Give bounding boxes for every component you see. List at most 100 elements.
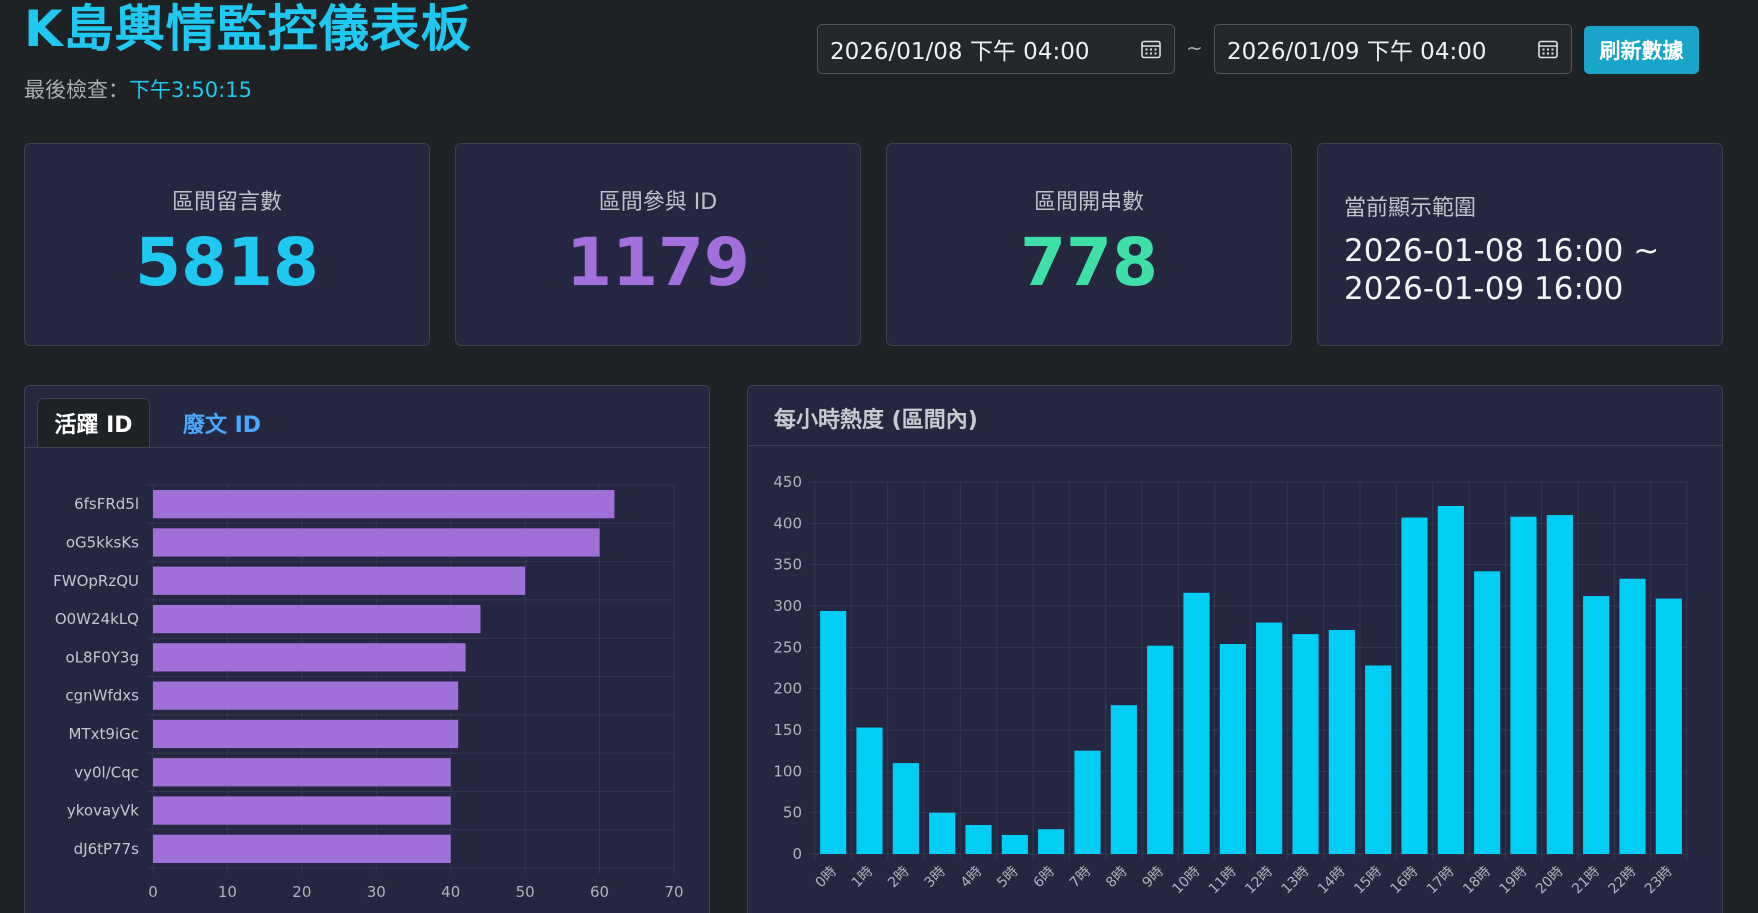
x-tick-label: 50 bbox=[516, 883, 535, 901]
id-label: vy0l/Cqc bbox=[74, 763, 139, 781]
hour-bar[interactable] bbox=[892, 763, 919, 854]
hour-bar[interactable] bbox=[1619, 578, 1646, 854]
display-range-card: 當前顯示範圍 2026-01-08 16:00 ~ 2026-01-09 16:… bbox=[1317, 143, 1723, 346]
id-bar[interactable] bbox=[153, 758, 451, 787]
hourly-heat-header: 每小時熱度 (區間內) bbox=[748, 386, 1722, 446]
id-bar[interactable] bbox=[153, 834, 451, 863]
x-tick-label: 0 bbox=[148, 883, 158, 901]
hour-label: 22時 bbox=[1606, 864, 1640, 898]
hour-label: 15時 bbox=[1351, 864, 1385, 898]
id-bar[interactable] bbox=[153, 604, 481, 634]
hour-label: 11時 bbox=[1206, 864, 1240, 898]
hour-bar[interactable] bbox=[1583, 596, 1610, 854]
hour-bar[interactable] bbox=[1328, 629, 1355, 854]
hour-bar[interactable] bbox=[1655, 598, 1682, 854]
hour-label: 7時 bbox=[1067, 864, 1095, 892]
id-bar[interactable] bbox=[153, 566, 526, 595]
hourly-heat-bar-chart: 0 50 100 150 200 250 300 350 400 450 0時 1時 2時 3時 4時 5時 6… bbox=[773, 473, 1688, 898]
hour-label: 2時 bbox=[885, 864, 913, 892]
hour-label: 9時 bbox=[1139, 864, 1167, 892]
start-datetime-input[interactable]: 2026/01/08 下午 04:00 bbox=[817, 24, 1175, 74]
hour-label: 8時 bbox=[1103, 864, 1131, 892]
page-title: K島輿情監控儀表板 bbox=[24, 0, 472, 58]
refresh-data-button[interactable]: 刷新數據 bbox=[1584, 26, 1699, 74]
hour-label: 18時 bbox=[1460, 864, 1494, 898]
x-tick-label: 70 bbox=[664, 883, 683, 901]
id-bar[interactable] bbox=[153, 528, 600, 557]
hour-label: 21時 bbox=[1569, 864, 1603, 898]
hour-bar[interactable] bbox=[1510, 516, 1537, 854]
hour-bar[interactable] bbox=[1474, 571, 1501, 854]
hourly-heat-panel: 每小時熱度 (區間內) 0 50 100 150 200 250 300 350 400 450 0… bbox=[747, 385, 1723, 913]
last-check-status: 最後檢查：下午3:50:15 bbox=[24, 74, 252, 104]
y-tick-label: 250 bbox=[773, 638, 802, 656]
hour-label: 20時 bbox=[1533, 864, 1567, 898]
end-datetime-value: 2026/01/09 下午 04:00 bbox=[1227, 39, 1487, 65]
hour-bar[interactable] bbox=[929, 812, 956, 854]
hour-bar[interactable] bbox=[1219, 644, 1246, 854]
hour-label: 1時 bbox=[849, 864, 877, 892]
end-datetime-input[interactable]: 2026/01/09 下午 04:00 bbox=[1214, 24, 1572, 74]
id-label: 6fsFRd5l bbox=[74, 495, 139, 513]
hour-bar[interactable] bbox=[1074, 750, 1101, 854]
hour-label: 10時 bbox=[1170, 864, 1204, 898]
calendar-icon[interactable] bbox=[1537, 38, 1559, 60]
hour-label: 4時 bbox=[958, 864, 986, 892]
hour-bar[interactable] bbox=[1292, 634, 1319, 854]
hour-bar[interactable] bbox=[965, 825, 992, 854]
id-bar[interactable] bbox=[153, 490, 615, 519]
hour-bar[interactable] bbox=[820, 610, 847, 854]
y-tick-label: 300 bbox=[773, 597, 802, 615]
tab-spam-id[interactable]: 廢文 ID bbox=[182, 412, 262, 438]
tab-active-id[interactable]: 活躍 ID bbox=[37, 398, 150, 447]
hour-label: 6時 bbox=[1030, 864, 1058, 892]
calendar-icon[interactable] bbox=[1140, 38, 1162, 60]
hour-bar[interactable] bbox=[1001, 834, 1028, 854]
hour-bar[interactable] bbox=[1401, 517, 1428, 854]
hour-bar[interactable] bbox=[1437, 505, 1464, 854]
participant-ids-label: 區間參與 ID bbox=[598, 190, 718, 215]
display-range-start: 2026-01-08 16:00 ~ bbox=[1344, 233, 1660, 269]
id-label: FWOpRzQU bbox=[53, 572, 139, 590]
y-tick-label: 100 bbox=[773, 762, 802, 780]
x-tick-label: 30 bbox=[367, 883, 386, 901]
hour-bar[interactable] bbox=[1147, 645, 1174, 854]
hour-label: 3時 bbox=[921, 864, 949, 892]
id-bar[interactable] bbox=[153, 796, 451, 825]
id-bar[interactable] bbox=[153, 643, 466, 672]
id-label: dJ6tP77s bbox=[74, 840, 140, 858]
id-label: O0W24kLQ bbox=[55, 610, 139, 628]
date-range-separator: ~ bbox=[1186, 36, 1203, 60]
hour-bar[interactable] bbox=[1110, 705, 1137, 854]
id-bar[interactable] bbox=[153, 719, 459, 749]
hour-bar[interactable] bbox=[1546, 515, 1573, 854]
x-tick-label: 60 bbox=[590, 883, 609, 901]
hour-bar[interactable] bbox=[856, 727, 883, 854]
x-tick-label: 20 bbox=[292, 883, 311, 901]
id-label: MTxt9iGc bbox=[69, 725, 139, 743]
x-tick-label: 40 bbox=[441, 883, 460, 901]
hour-label: 12時 bbox=[1242, 864, 1276, 898]
comments-count-label: 區間留言數 bbox=[171, 190, 282, 215]
start-datetime-value: 2026/01/08 下午 04:00 bbox=[830, 39, 1090, 65]
hour-bar[interactable] bbox=[1365, 665, 1392, 854]
display-range-label: 當前顯示範圍 bbox=[1344, 196, 1477, 221]
display-range-end: 2026-01-09 16:00 bbox=[1344, 271, 1624, 307]
hour-bar[interactable] bbox=[1256, 622, 1283, 854]
hour-bar[interactable] bbox=[1038, 829, 1065, 854]
id-bar[interactable] bbox=[153, 681, 459, 710]
hour-label: 19時 bbox=[1497, 864, 1531, 898]
comments-count-value: 5818 bbox=[135, 224, 319, 301]
last-check-label: 最後檢查： bbox=[24, 78, 129, 102]
y-tick-label: 150 bbox=[773, 721, 802, 739]
comments-count-card: 區間留言數 5818 bbox=[24, 143, 430, 346]
hour-label: 14時 bbox=[1315, 864, 1349, 898]
hour-bar[interactable] bbox=[1183, 592, 1210, 854]
hour-label: 23時 bbox=[1642, 864, 1676, 898]
y-tick-label: 400 bbox=[773, 514, 802, 532]
active-id-bar-chart: 0 10 20 30 40 50 60 70 6fsFRd5l oG5kksKs FWOpRzQU O… bbox=[53, 484, 684, 901]
hour-label: 0時 bbox=[812, 864, 840, 892]
y-tick-label: 450 bbox=[773, 473, 802, 491]
x-tick-label: 10 bbox=[218, 883, 237, 901]
